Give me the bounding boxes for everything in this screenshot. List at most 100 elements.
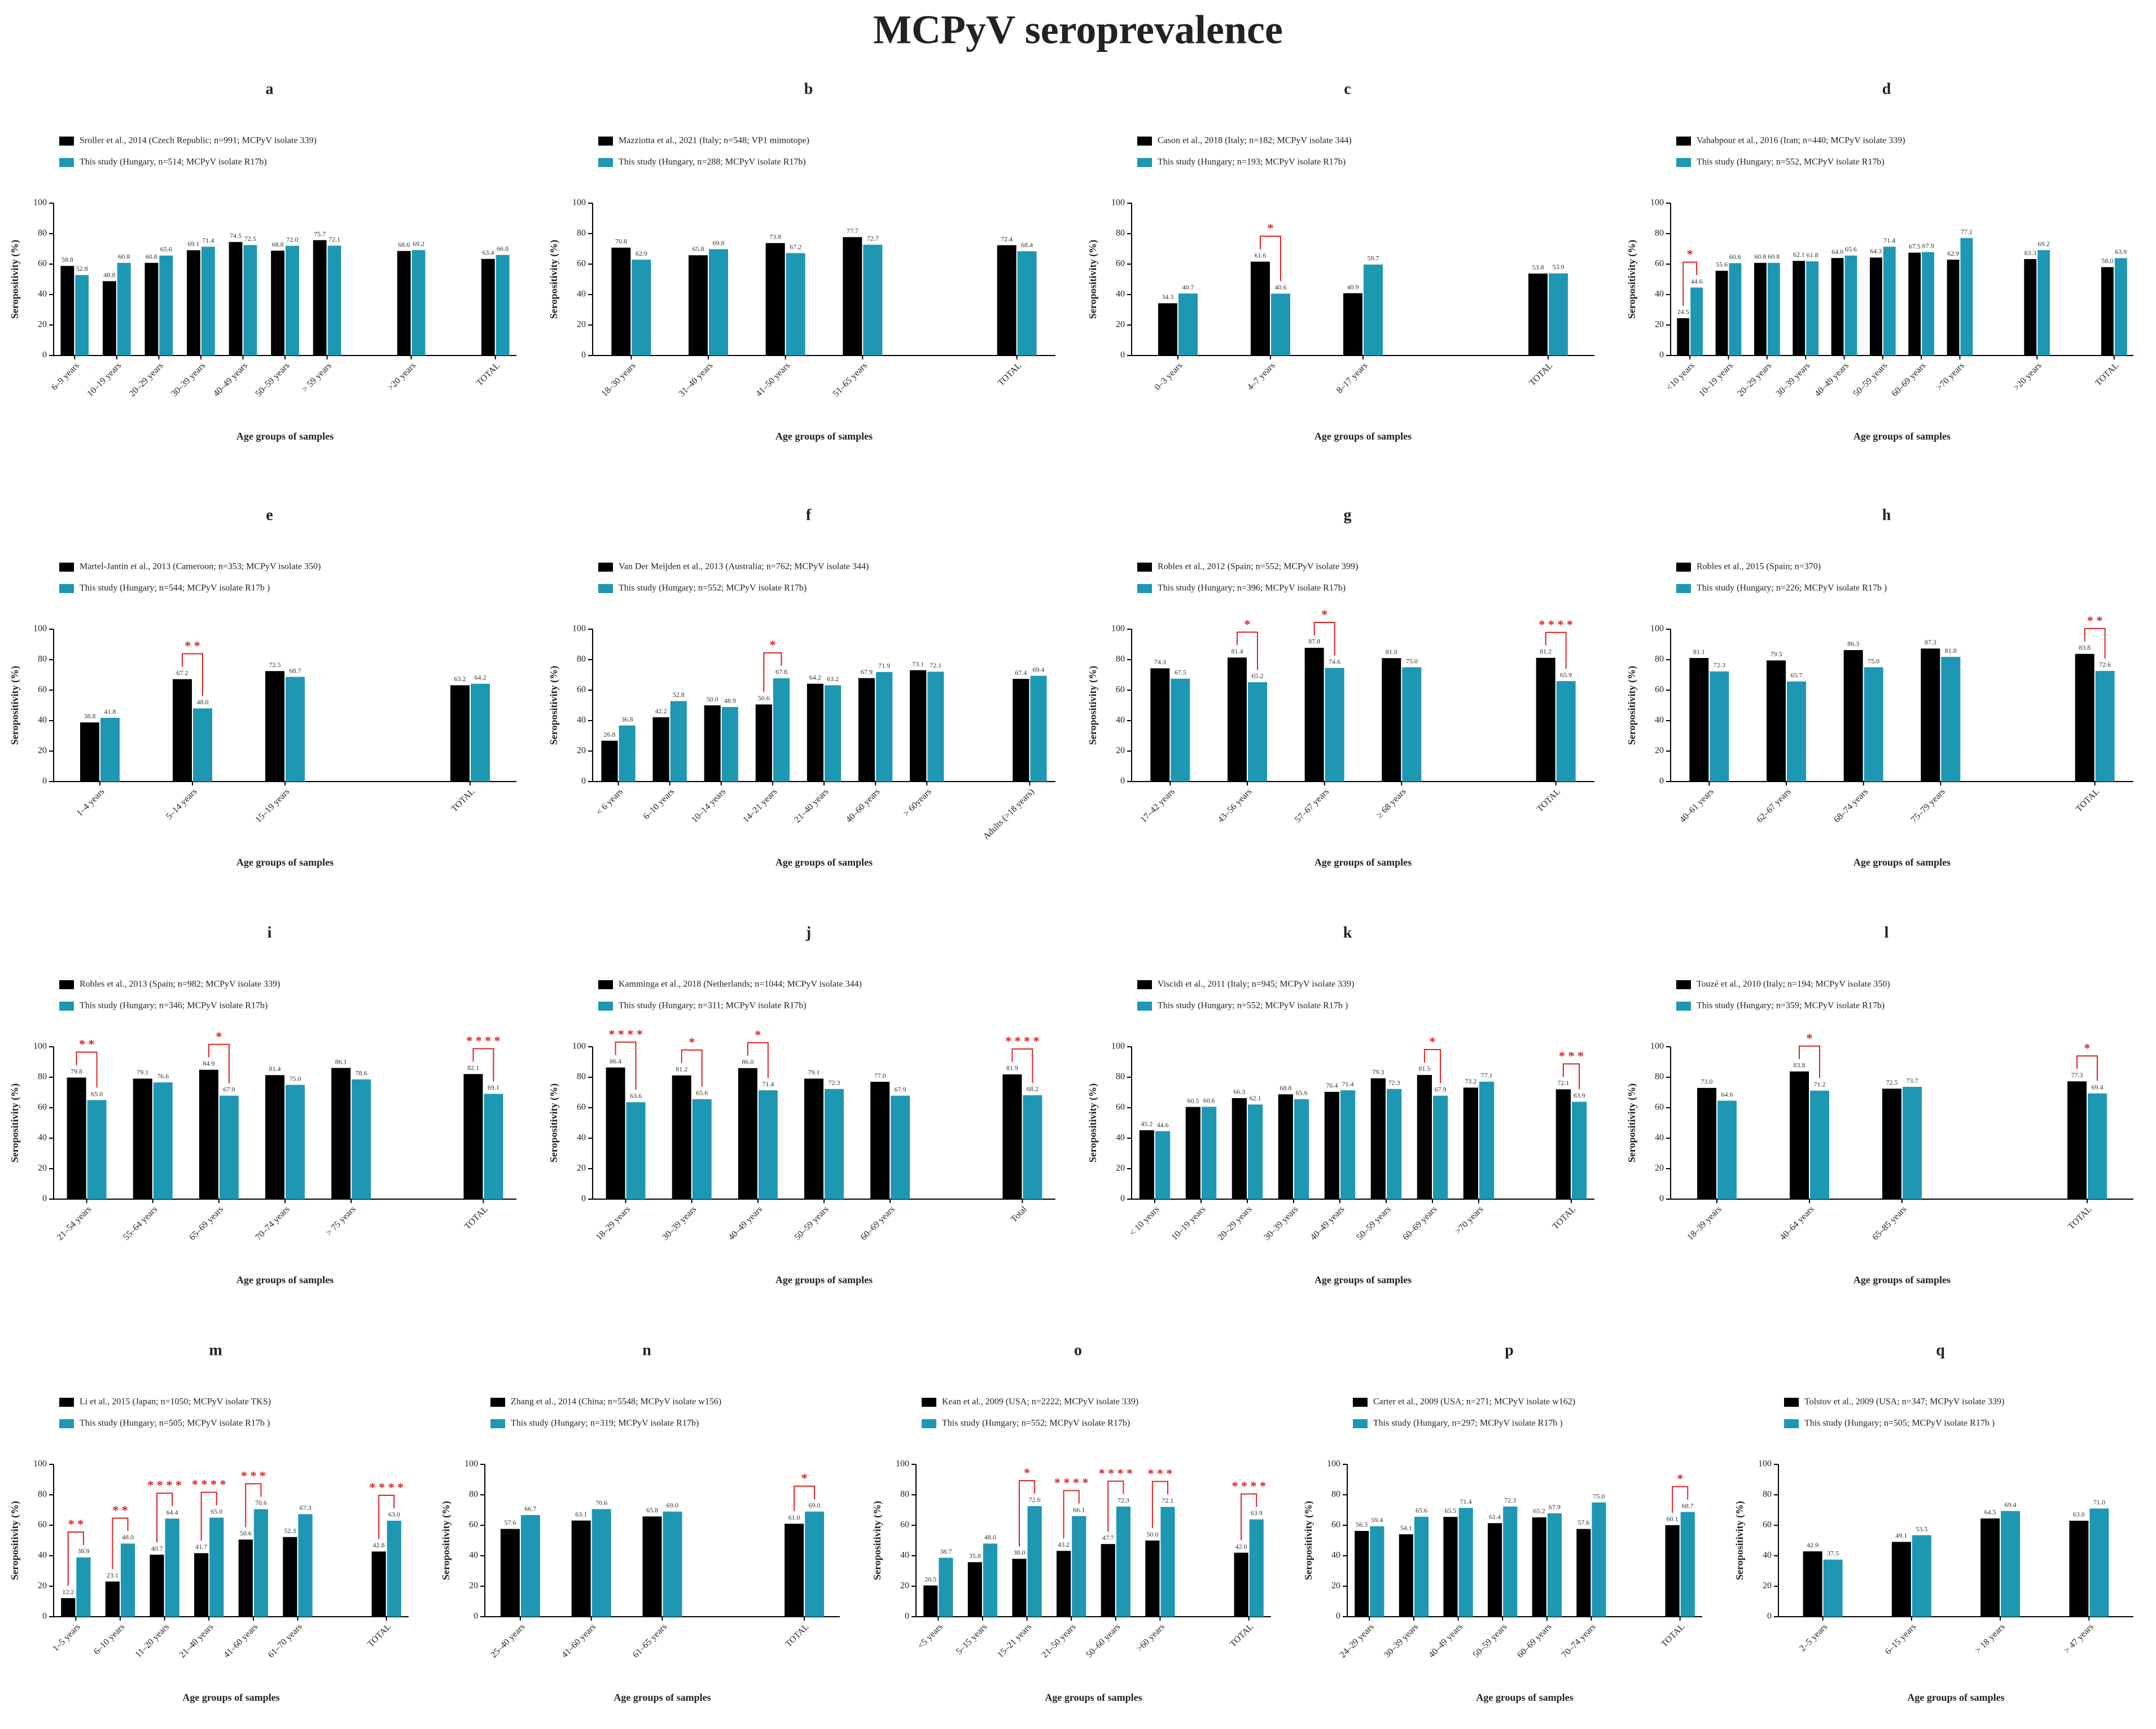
- legend-label: Carter et al., 2009 (USA; n=271; MCPyV i…: [1373, 1397, 1575, 1407]
- x-tick-label: 1–4 years: [75, 787, 107, 818]
- y-tick-label: 0: [474, 1612, 478, 1621]
- bar: [298, 1514, 313, 1617]
- value-label: 67.8: [775, 668, 787, 676]
- y-tick-label: 60: [38, 259, 47, 269]
- bar: [1536, 657, 1555, 782]
- legend-swatch: [1784, 1419, 1799, 1428]
- significance-label: * * * *: [147, 1478, 182, 1492]
- bar: [1532, 1517, 1546, 1617]
- bar: [876, 672, 893, 782]
- value-label: 71.4: [1460, 1498, 1472, 1506]
- x-tick-label: 25–40 years: [489, 1622, 527, 1660]
- bar: [927, 672, 944, 782]
- significance-label: * * * *: [608, 1027, 643, 1041]
- significance-bracket: [1672, 1486, 1689, 1513]
- value-label: 67.5: [1175, 669, 1186, 677]
- bar: [1325, 668, 1344, 782]
- value-label: 71.0: [2093, 1498, 2105, 1506]
- significance-bracket: [112, 1517, 129, 1569]
- y-tick-label: 0: [905, 1612, 909, 1621]
- value-label: 59.4: [1371, 1516, 1383, 1524]
- bar: [591, 1509, 611, 1617]
- y-tick-label: 40: [900, 1551, 909, 1560]
- value-label: 60.5: [1187, 1096, 1199, 1104]
- legend-label: Touzé et al., 2010 (Italy; n=194; MCPyV …: [1697, 980, 1890, 989]
- significance-bracket: [794, 1485, 816, 1512]
- legend-swatch: [59, 1002, 74, 1011]
- y-tick-label: 20: [38, 320, 47, 330]
- legend-label: This study (Hungary; n=505; MCPyV isolat…: [80, 1419, 270, 1428]
- value-label: 68.7: [290, 666, 301, 674]
- x-tick-label: 14–21 years: [741, 787, 779, 824]
- value-label: 67.9: [895, 1085, 906, 1093]
- value-label: 73.1: [912, 660, 924, 668]
- bar: [1017, 251, 1037, 356]
- bar: [983, 1543, 998, 1617]
- value-label: 81.0: [1386, 648, 1397, 656]
- significance-label: * * *: [241, 1468, 266, 1482]
- y-tick-label: 100: [1111, 624, 1125, 634]
- bar: [1883, 247, 1896, 356]
- value-label: 67.2: [790, 243, 801, 251]
- bar: [2089, 1508, 2109, 1617]
- y-tick-label: 20: [38, 746, 47, 756]
- y-tick-label: 60: [1116, 685, 1125, 695]
- x-axis-title: Age groups of samples: [1314, 857, 1412, 868]
- bar: [1116, 1506, 1130, 1617]
- y-tick-label: 0: [581, 350, 586, 360]
- legend-label: Robles et al., 2015 (Spain; n=370): [1697, 562, 1821, 572]
- y-tick-label: 0: [1767, 1612, 1772, 1621]
- x-tick-label: > 47 years: [2062, 1622, 2096, 1655]
- value-label: 52.3: [284, 1527, 296, 1535]
- value-label: 40.9: [1347, 283, 1359, 291]
- panel-letter: c: [1344, 80, 1351, 98]
- value-label: 60.8: [118, 253, 130, 261]
- value-label: 65.2: [1252, 672, 1264, 680]
- value-label: 71.4: [1342, 1080, 1354, 1088]
- value-label: 63.4: [482, 249, 494, 257]
- legend-label: This study (Hungary, n=514; MCPyV isolat…: [80, 157, 267, 167]
- value-label: 76.6: [157, 1072, 169, 1080]
- bar: [870, 1082, 890, 1199]
- y-tick-label: 80: [38, 229, 47, 238]
- value-label: 61.4: [1489, 1513, 1501, 1521]
- value-label: 72.3: [829, 1079, 840, 1087]
- bar: [1030, 675, 1047, 782]
- panel-letter: p: [1505, 1341, 1514, 1359]
- panel-letter: i: [268, 924, 272, 941]
- y-tick-label: 0: [42, 776, 47, 786]
- value-label: 63.6: [630, 1092, 642, 1100]
- value-label: 86.1: [335, 1057, 347, 1065]
- y-axis-title: Seropositivity (%): [548, 666, 560, 745]
- bar: [165, 1519, 179, 1617]
- significance-bracket: [208, 1043, 230, 1083]
- significance-label: * * * *: [192, 1477, 226, 1491]
- value-label: 53.9: [1553, 263, 1565, 271]
- bar: [1160, 1507, 1175, 1617]
- bar: [785, 1524, 804, 1617]
- y-tick-label: 80: [577, 1072, 586, 1082]
- x-tick-label: 21–54 years: [55, 1204, 93, 1242]
- value-label: 24.5: [1677, 308, 1689, 316]
- value-label: 65.6: [696, 1089, 708, 1097]
- legend-swatch: [1676, 1002, 1691, 1011]
- x-tick-label: 21–40 years: [792, 787, 830, 824]
- legend-swatch: [922, 1398, 936, 1407]
- x-axis-title: Age groups of samples: [1853, 431, 1951, 442]
- value-label: 65.8: [693, 245, 704, 253]
- legend-swatch: [490, 1398, 505, 1407]
- y-axis-title: Seropositivity (%): [9, 666, 21, 745]
- y-tick-label: 60: [1116, 1103, 1125, 1112]
- legend-label: Kean et al., 2009 (USA; n=2222; MCPyV is…: [942, 1397, 1138, 1407]
- bar: [133, 1078, 152, 1199]
- y-tick-label: 60: [469, 1520, 478, 1530]
- y-tick-label: 20: [1763, 1581, 1772, 1591]
- value-label: 40.7: [1182, 283, 1194, 291]
- bar: [804, 1078, 823, 1199]
- value-label: 77.0: [874, 1072, 886, 1079]
- value-label: 72.5: [1886, 1078, 1898, 1086]
- legend-swatch: [598, 584, 613, 593]
- bar: [1715, 270, 1728, 356]
- x-tick-label: 60–69 years: [1401, 1204, 1439, 1242]
- bar: [1387, 1089, 1402, 1199]
